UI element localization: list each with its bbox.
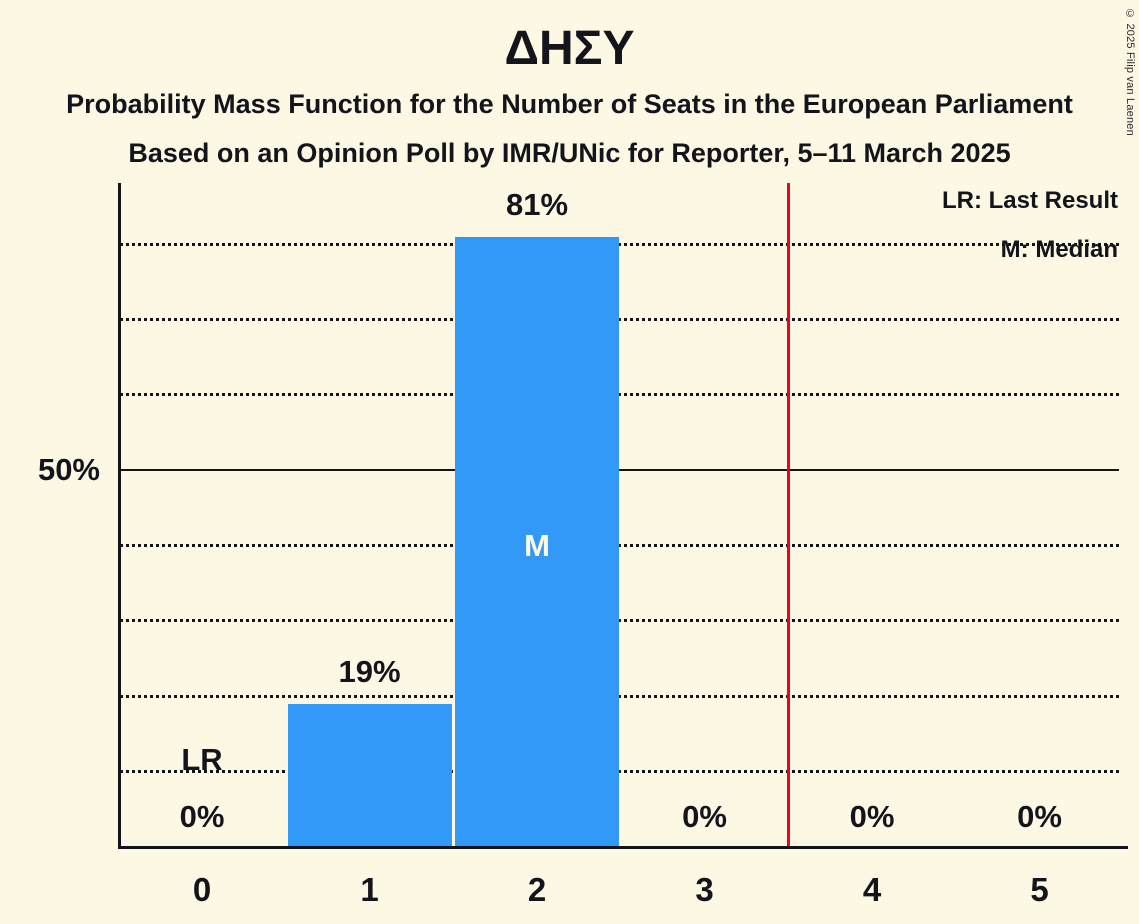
chart-subtitle-source: Based on an Opinion Poll by IMR/UNic for… (128, 138, 1011, 168)
value-label-2: 81% (505, 186, 569, 222)
x-axis-line (118, 846, 1128, 849)
chart-subtitle-description: Probability Mass Function for the Number… (66, 89, 1073, 119)
value-label-5: 0% (1017, 799, 1062, 834)
gridline-60-percent (120, 393, 1119, 397)
chart-title: ΔΗΣΥ (504, 22, 635, 75)
threshold-line (786, 183, 790, 847)
gridline-40-percent (120, 544, 1119, 548)
x-tick-label-2: 2 (527, 871, 547, 908)
value-label-1: 19% (338, 653, 401, 689)
x-tick-label-3: 3 (695, 871, 714, 908)
x-tick-label-0: 0 (192, 871, 212, 908)
bar-seats-2 (455, 236, 619, 847)
gridline-70-percent (120, 317, 1119, 321)
gridline-50-percent (120, 469, 1119, 472)
value-label-3: 0% (682, 799, 727, 834)
y-axis-tick-label: 50% (37, 452, 100, 487)
gridline-30-percent (120, 619, 1119, 623)
value-label-4: 0% (849, 799, 895, 834)
last-result-marker: LR (181, 742, 223, 777)
y-axis-line (118, 183, 121, 847)
bar-seats-1 (287, 703, 452, 847)
legend-last-result: LR: Last Result (941, 187, 1118, 214)
gridline-10-percent (120, 770, 1119, 774)
median-marker: M (524, 528, 550, 563)
x-tick-label-1: 1 (360, 871, 379, 908)
x-tick-label-5: 5 (1030, 871, 1049, 908)
copyright-notice: © 2025 Filip van Laenen (1124, 8, 1136, 136)
gridline-80-percent (120, 242, 1119, 246)
legend-median: M: Median (1000, 236, 1118, 263)
x-tick-label-4: 4 (862, 871, 882, 908)
gridline-20-percent (120, 694, 1119, 698)
value-label-0: 0% (179, 799, 225, 834)
